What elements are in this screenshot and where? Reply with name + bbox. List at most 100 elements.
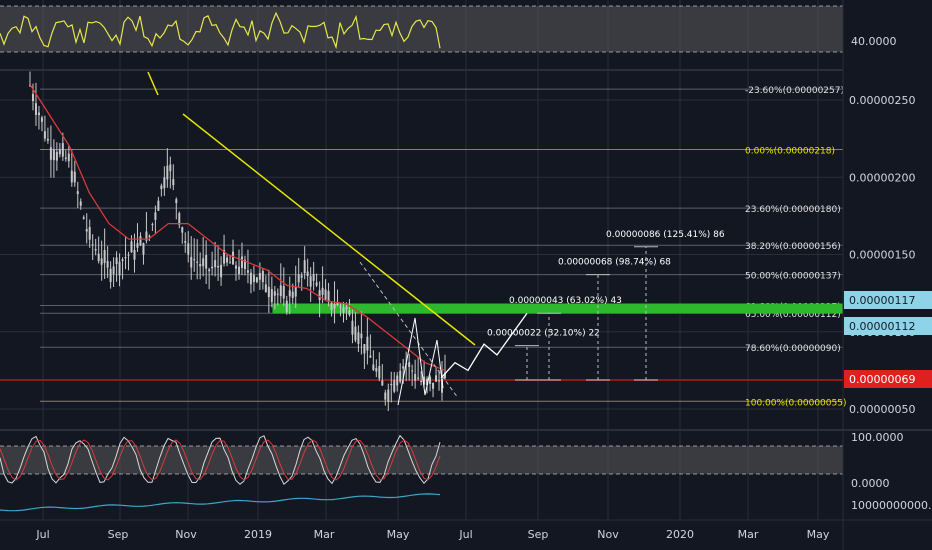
candle-body xyxy=(426,378,429,386)
candle-body xyxy=(291,291,294,298)
price-tag-bg xyxy=(844,317,932,335)
candle-body xyxy=(261,270,264,283)
stoch-band xyxy=(0,446,843,474)
candle-body xyxy=(435,375,438,382)
candle-body xyxy=(124,257,127,259)
chart-grid xyxy=(0,0,843,520)
candle-body xyxy=(154,212,157,220)
candle-body xyxy=(387,389,390,402)
candle-body xyxy=(357,332,360,344)
candle-body xyxy=(232,251,235,265)
candle-body xyxy=(333,304,336,309)
trendline-stub xyxy=(147,71,159,96)
candle-body xyxy=(417,377,420,379)
moving-average-line xyxy=(29,84,446,372)
price-tags: 0.00000117 0.00000112 0.00000069 xyxy=(844,291,932,388)
candle-body xyxy=(169,164,172,172)
candle-body xyxy=(399,370,402,382)
candle-body xyxy=(402,366,405,369)
candle-body xyxy=(267,286,270,298)
time-axis[interactable]: Jul Sep Nov 2019 Mar May Jul Sep Nov 2020 Mar May xyxy=(35,528,829,541)
time-tick-label: 2020 xyxy=(666,528,694,541)
price-axis[interactable]: 0.000002500.000002000.000001500.00000100… xyxy=(849,94,915,416)
candle-body xyxy=(297,274,300,283)
projection-path xyxy=(440,312,528,379)
candle-body xyxy=(196,261,199,263)
candle-body xyxy=(249,272,252,285)
candle-body xyxy=(411,370,414,372)
stochastic-panel: 100.0000 0.0000 xyxy=(0,431,904,490)
candle-body xyxy=(211,266,214,269)
candle-body xyxy=(381,380,384,386)
candle-body xyxy=(273,291,276,296)
fib-label: 78.60%(0.00000090) xyxy=(745,344,841,354)
candle-body xyxy=(312,274,315,281)
obv-axis-label: 10000000000.0000 xyxy=(851,499,932,512)
candle-body xyxy=(264,284,267,293)
price-tag-bg xyxy=(844,370,932,388)
candle-body xyxy=(58,149,61,155)
candle-body xyxy=(237,266,240,275)
candle-body xyxy=(112,266,115,275)
candle-body xyxy=(100,258,103,265)
price-tick-label: 0.00000200 xyxy=(849,171,915,184)
rsi-band xyxy=(0,6,843,52)
candle-body xyxy=(351,320,354,335)
candle-body xyxy=(408,362,411,367)
candle-body xyxy=(166,165,169,180)
candle-body xyxy=(279,285,282,297)
candle-body xyxy=(157,200,160,211)
candle-body xyxy=(106,260,109,268)
price-tick-label: 0.00000050 xyxy=(849,403,915,416)
candle-body xyxy=(73,171,76,183)
time-tick-label: 2019 xyxy=(244,528,272,541)
candle-body xyxy=(327,290,330,302)
rsi-axis-label: 40.0000 xyxy=(851,35,897,48)
fib-label: -23.60%(0.00000257) xyxy=(745,86,844,96)
rsi-line xyxy=(0,11,441,50)
time-tick-label: May xyxy=(807,528,830,541)
candle-body xyxy=(390,383,393,385)
obv-panel: 10000000000.0000 xyxy=(0,493,932,512)
candle-body xyxy=(109,268,112,282)
candle-body xyxy=(217,265,220,268)
candle-body xyxy=(187,243,190,255)
candle-body xyxy=(226,257,229,263)
candle-body xyxy=(276,293,279,295)
candle-body xyxy=(61,143,64,157)
candle-body xyxy=(321,287,324,295)
candle-body xyxy=(315,282,318,286)
candle-body xyxy=(330,302,333,310)
candle-body xyxy=(163,177,166,189)
obv-line xyxy=(0,493,441,512)
candle-body xyxy=(318,290,321,301)
fib-levels: -23.60%(0.00000257) 0.00%(0.00000218) 23.6… xyxy=(40,86,846,408)
candle-body xyxy=(82,217,85,219)
candle-body xyxy=(255,277,258,283)
candle-body xyxy=(31,93,34,102)
stoch-axis-bottom: 0.0000 xyxy=(851,477,890,490)
target-arrows: 0.00000022 (32.10%) 22 0.00000043 (63.02%… xyxy=(487,230,725,381)
stoch-d-line xyxy=(0,439,441,481)
time-tick-label: Sep xyxy=(528,528,549,541)
candle-body xyxy=(366,336,369,351)
candle-body xyxy=(396,375,399,386)
candle-body xyxy=(130,241,133,253)
candle-body xyxy=(378,366,381,379)
fib-label: 23.60%(0.00000180) xyxy=(745,205,841,215)
candle-body xyxy=(67,153,70,162)
candle-body xyxy=(46,138,49,141)
candle-body xyxy=(40,117,43,122)
fib-label: 50.00%(0.00000137) xyxy=(745,272,841,282)
candle-body xyxy=(288,290,291,297)
candle-body xyxy=(85,229,88,232)
target-label: 0.00000068 (98.74%) 68 xyxy=(558,258,671,268)
candle-body xyxy=(121,259,124,262)
stoch-axis-top: 100.0000 xyxy=(851,431,904,444)
candle-body xyxy=(384,392,387,400)
candle-body xyxy=(205,254,208,269)
candle-body xyxy=(64,157,67,159)
candle-body xyxy=(240,256,243,268)
target-label: 0.00000022 (32.10%) 22 xyxy=(487,329,600,339)
